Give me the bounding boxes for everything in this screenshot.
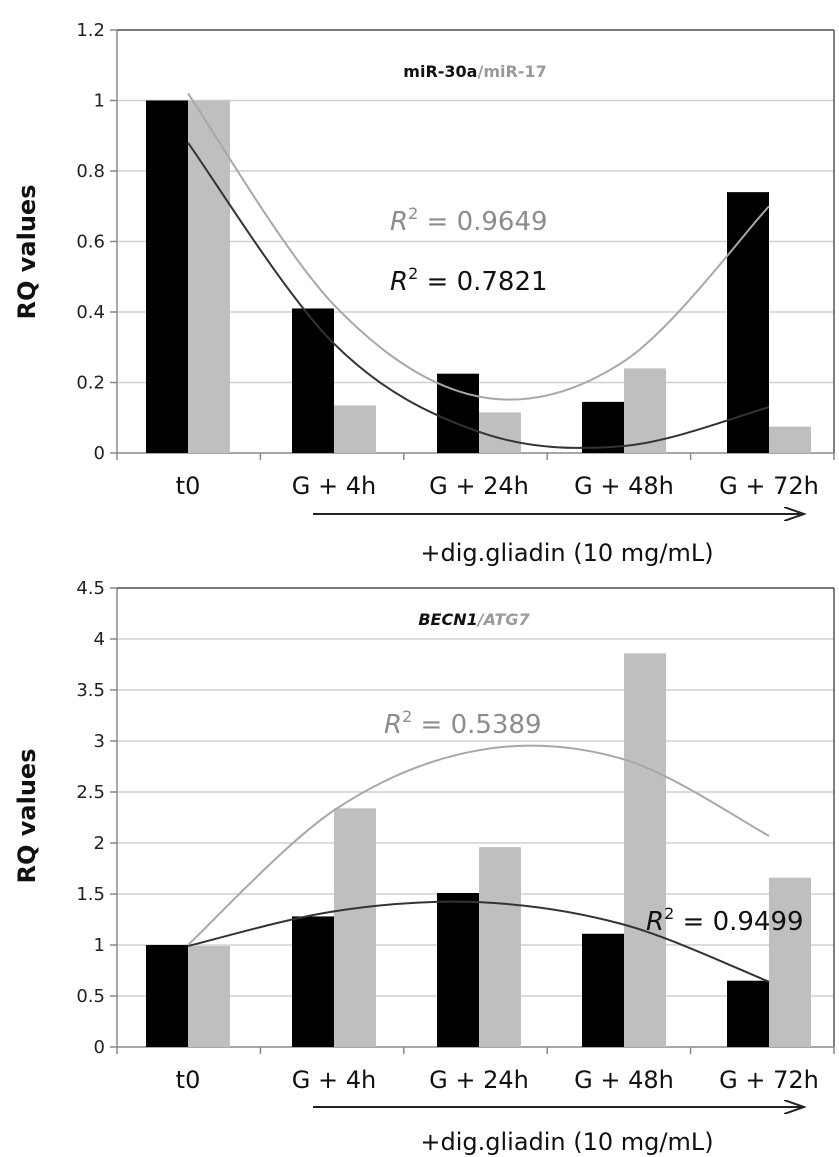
bar-series-1-2 (437, 892, 479, 1047)
y-tick-label: 0.2 (76, 373, 105, 394)
y-tick-label: 1.5 (76, 884, 105, 905)
x-tick-label: t0 (176, 472, 201, 500)
bar-series-1-0 (146, 100, 188, 453)
bar-series-1-1 (292, 308, 334, 453)
bar-series-1-3 (582, 933, 624, 1047)
bar-series-2-4 (769, 877, 811, 1047)
chart-panel-becn1-atg7: 0 0.5 1 1.5 2 2.5 3 3.5 4 4.5 t0 G + 4h G + 24h G + … (13, 578, 835, 1156)
trendline-series-2 (187, 92, 770, 401)
bar-series-2-3 (624, 653, 666, 1047)
r2-value: = 0.9499 (674, 907, 803, 937)
y-tick-label: 3.5 (76, 680, 105, 701)
bar-series-1-4 (727, 980, 769, 1047)
x-tick-label: G + 24h (429, 472, 529, 500)
r2-symbol: R (384, 710, 402, 740)
y-tick-label: 4.5 (76, 578, 105, 599)
bar-series-2-3 (624, 368, 666, 453)
y-tick-labels: 0 0.2 0.4 0.6 0.8 1 1.2 (76, 20, 105, 464)
bar-series-2-0 (188, 100, 230, 453)
chart-title-gene-b: miR-17 (483, 62, 546, 81)
r2-superscript: 2 (408, 264, 418, 283)
chart-title-separator: / (476, 610, 485, 629)
y-tick-label: 1.2 (76, 20, 105, 41)
y-tick-label: 0.5 (76, 986, 105, 1007)
chart-title-gene-b: ATG7 (482, 610, 531, 629)
bar-series-2-1 (334, 405, 376, 453)
r2-symbol: R (646, 907, 664, 937)
trendlines (187, 744, 770, 983)
bars (146, 653, 811, 1047)
y-tick-label: 2 (94, 833, 105, 854)
r2-label-gray: R2 = 0.5389 (384, 707, 542, 740)
r2-label-gray: R2 = 0.9649 (390, 204, 548, 237)
x-tick-labels: t0 G + 4h G + 24h G + 48h G + 72h (176, 1066, 819, 1094)
y-tick-label: 0 (94, 1037, 105, 1058)
y-tick-label: 2.5 (76, 782, 105, 803)
trendline-series-1 (187, 142, 770, 449)
r2-symbol: R (390, 267, 408, 297)
x-tick-label: G + 4h (292, 1066, 376, 1094)
bar-series-1-0 (146, 945, 188, 1047)
chart-title: miR-30a/miR-17 (403, 62, 546, 81)
x-tick-label: G + 72h (719, 472, 819, 500)
chart-title-separator: / (477, 62, 483, 81)
x-tick-label: G + 48h (574, 472, 674, 500)
trendline-series-2 (187, 744, 770, 946)
trendlines (187, 92, 770, 449)
x-tick-labels: t0 G + 4h G + 24h G + 48h G + 72h (176, 472, 819, 500)
bar-series-2-2 (479, 847, 521, 1047)
r2-label-black: R2 = 0.9499 (646, 904, 804, 937)
y-tick-labels: 0 0.5 1 1.5 2 2.5 3 3.5 4 4.5 (76, 578, 105, 1058)
x-tick-label: G + 48h (574, 1066, 674, 1094)
bar-series-1-1 (292, 916, 334, 1047)
y-axis-label: RQ values (13, 749, 41, 884)
y-tick-label: 0.8 (76, 161, 105, 182)
x-tick-label: G + 24h (429, 1066, 529, 1094)
y-tick-label: 0.4 (76, 302, 105, 323)
r2-superscript: 2 (402, 707, 412, 726)
r2-value: = 0.7821 (418, 267, 547, 297)
r2-value: = 0.5389 (412, 710, 541, 740)
chart-title: BECN1/ATG7 (418, 610, 530, 629)
r2-superscript: 2 (408, 204, 418, 223)
y-axis-label: RQ values (13, 185, 41, 320)
y-tick-label: 0.6 (76, 232, 105, 253)
y-tick-label: 3 (94, 731, 105, 752)
y-tick-label: 1 (94, 935, 105, 956)
x-tick-label: G + 72h (719, 1066, 819, 1094)
treatment-annotation: +dig.gliadin (10 mg/mL) (420, 1128, 713, 1156)
x-tick-label: G + 4h (292, 472, 376, 500)
y-tick-label: 0 (94, 443, 105, 464)
r2-label-black: R2 = 0.7821 (390, 264, 548, 297)
bar-series-2-2 (479, 412, 521, 453)
bar-series-2-4 (769, 426, 811, 453)
bar-series-2-0 (188, 946, 230, 1047)
r2-superscript: 2 (664, 904, 674, 923)
r2-symbol: R (390, 207, 408, 237)
bar-series-2-1 (334, 808, 376, 1047)
y-tick-label: 1 (94, 91, 105, 112)
y-tick-label: 4 (94, 629, 105, 650)
chart-title-gene-a: BECN1 (418, 610, 477, 629)
trendline-series-1 (187, 900, 770, 983)
chart-title-gene-a: miR-30a (403, 62, 477, 81)
treatment-annotation: +dig.gliadin (10 mg/mL) (420, 539, 713, 567)
r2-value: = 0.9649 (418, 207, 547, 237)
bar-series-1-3 (582, 401, 624, 453)
x-tick-label: t0 (176, 1066, 201, 1094)
chart-panel-mir30a-mir17: 0 0.2 0.4 0.6 0.8 1 1.2 t0 G + 4h G + 24h G + 48h… (13, 20, 835, 567)
